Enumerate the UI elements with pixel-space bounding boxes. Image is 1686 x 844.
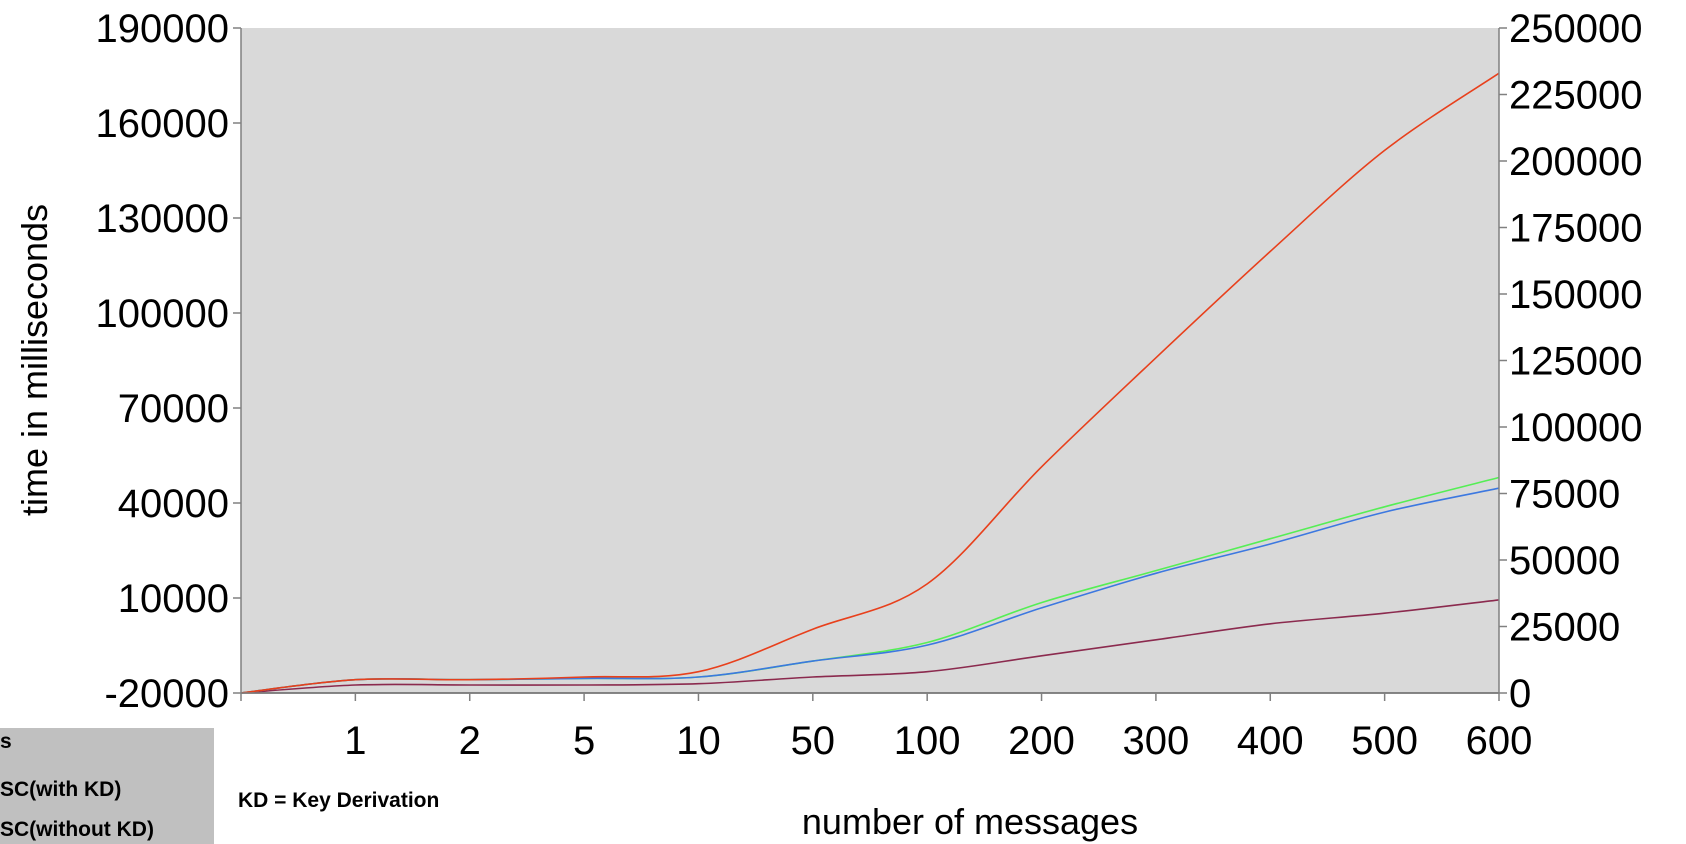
y2-tick-label: 0 [1509,672,1531,716]
x-tick-label: 2 [459,719,481,763]
y-tick-label: 160000 [96,102,229,146]
y-tick-label: 190000 [96,7,229,51]
x-tick-label: 400 [1237,719,1304,763]
y-tick-label: 40000 [118,482,229,526]
legend: s SC(with KD) SC(without KD) [0,728,214,844]
y-tick-label: 100000 [96,292,229,336]
x-tick-label: 5 [573,719,595,763]
ticks-layer: 190000 160000 130000 100000 70000 40000 10000 -… [96,7,1643,763]
y2-tick-label: 75000 [1509,473,1620,517]
y2-tick-label: 25000 [1509,606,1620,650]
x-axis-title: number of messages [802,801,1138,842]
y2-tick-label: 250000 [1509,7,1642,51]
y-tick-label: -20000 [104,672,229,716]
y2-tick-label: 50000 [1509,539,1620,583]
x-tick-label: 600 [1466,719,1533,763]
y-tick-label: 130000 [96,197,229,241]
x-tick-label: 50 [791,719,836,763]
y2-tick-label: 200000 [1509,140,1642,184]
x-tick-label: 100 [894,719,961,763]
y-tick-label: 70000 [118,387,229,431]
x-tick-label: 500 [1351,719,1418,763]
y2-tick-label: 125000 [1509,340,1642,384]
y-axis-title: time in milliseconds [14,204,55,516]
y2-tick-label: 150000 [1509,273,1642,317]
legend-entry-2: SC(without KD) [0,818,154,841]
x-tick-label: 200 [1008,719,1075,763]
x-tick-label: 1 [344,719,366,763]
x-tick-label: 300 [1123,719,1190,763]
plot-area [241,28,1499,693]
x-tick-label: 10 [676,719,721,763]
y2-tick-label: 225000 [1509,74,1642,118]
annotation-note: KD = Key Derivation [238,789,440,812]
y-tick-label: 10000 [118,577,229,621]
legend-entry-0: s [0,730,12,753]
y2-tick-label: 175000 [1509,207,1642,251]
y2-tick-label: 100000 [1509,406,1642,450]
series-line-0 [240,72,1500,694]
series-line-3 [240,599,1500,694]
legend-entry-1: SC(with KD) [0,778,122,801]
